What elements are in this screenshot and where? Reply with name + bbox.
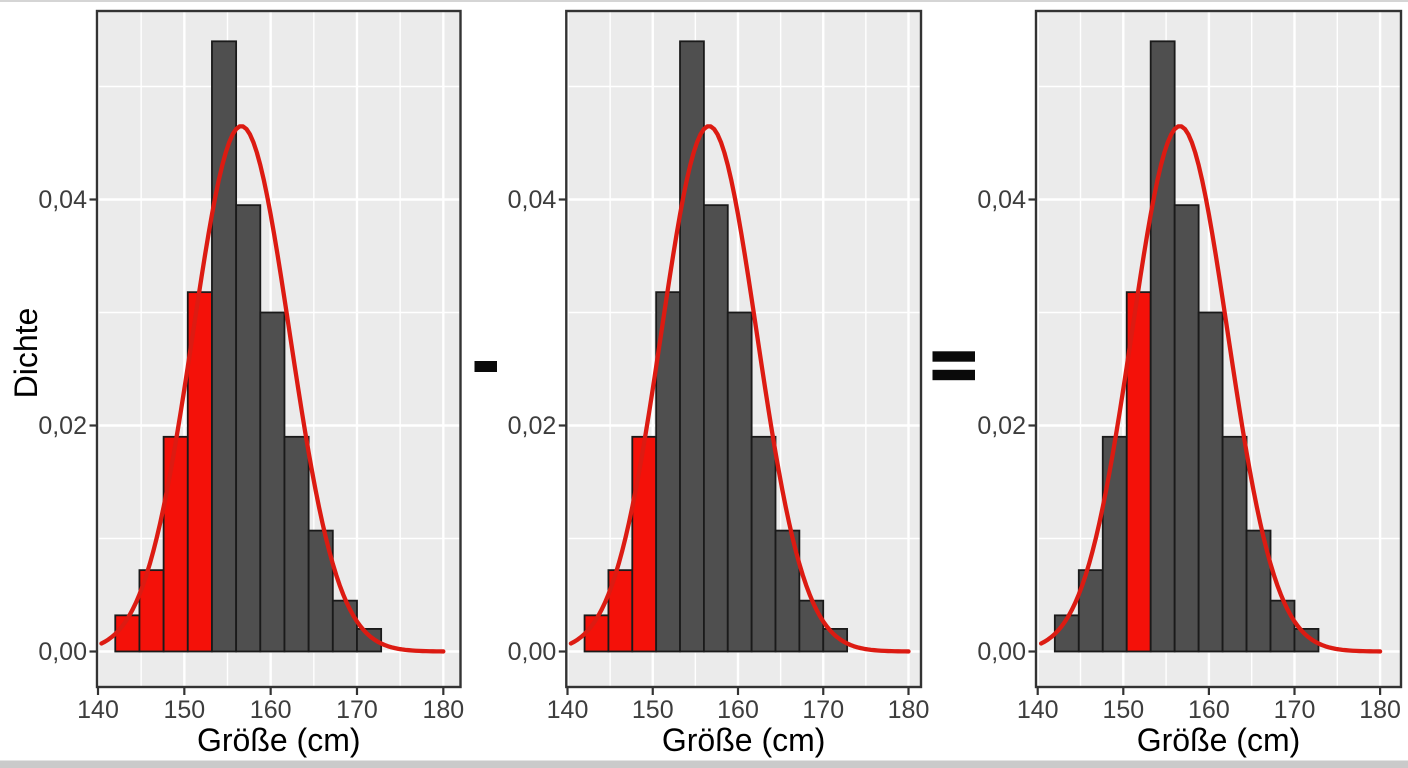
panel-1: 140 150 160 170 180 0,00 0,02 0,04 Größe (cm) Dic… xyxy=(8,9,464,758)
histogram-bar xyxy=(750,435,777,653)
bottom-edge-band xyxy=(0,760,1408,768)
minus-operator xyxy=(474,361,497,372)
histogram-bar xyxy=(726,311,753,653)
histogram-bar-highlighted xyxy=(631,435,658,653)
panel-2: 140 150 160 170 180 0,00 0,02 0,04 Größe (cm) xyxy=(508,9,930,758)
y-tick-label: 0,02 xyxy=(977,412,1026,440)
x-tick-label: 140 xyxy=(547,696,589,724)
density-curve xyxy=(568,124,911,654)
x-tick-label: 180 xyxy=(1359,696,1401,724)
histogram-bar xyxy=(1221,435,1248,653)
y-tick-label: 0,00 xyxy=(508,638,557,666)
x-tick-label: 160 xyxy=(1188,696,1230,724)
y-axis-title: Dichte xyxy=(8,308,44,399)
y-tick-label: 0,00 xyxy=(977,638,1026,666)
x-axis-title: Größe (cm) xyxy=(197,722,361,758)
y-tick-label: 0,04 xyxy=(38,186,87,214)
minus-bar xyxy=(474,361,497,372)
histogram-bar xyxy=(1269,599,1296,653)
x-tick-label: 160 xyxy=(717,696,759,724)
histogram-bar xyxy=(822,628,849,653)
histogram-bar xyxy=(798,599,825,653)
x-tick-label: 170 xyxy=(802,696,844,724)
y-tick-label: 0,04 xyxy=(508,186,557,214)
x-tick-label: 140 xyxy=(1017,696,1059,724)
histogram-bar xyxy=(331,599,358,653)
histogram-bar xyxy=(1197,311,1224,653)
x-tick-label: 140 xyxy=(77,696,119,724)
histogram-bar xyxy=(1173,204,1200,653)
panel-3: 140 150 160 170 180 0,00 0,02 0,04 Größe (cm) xyxy=(977,9,1403,758)
histogram-bar xyxy=(1101,435,1128,653)
x-tick-label: 180 xyxy=(888,696,930,724)
histogram-bar xyxy=(283,435,310,653)
histogram-bar xyxy=(1245,529,1272,653)
panel-border xyxy=(1034,9,1403,689)
x-tick-label: 170 xyxy=(1274,696,1316,724)
equals-operator xyxy=(932,351,975,381)
x-axis-title: Größe (cm) xyxy=(1137,722,1301,758)
x-tick-label: 150 xyxy=(1102,696,1144,724)
y-tick-label: 0,04 xyxy=(977,186,1026,214)
x-tick-label: 160 xyxy=(250,696,292,724)
top-edge-band xyxy=(0,0,1408,2)
histogram-bar xyxy=(703,204,729,653)
density-curve xyxy=(99,124,446,654)
y-tick-label: 0,00 xyxy=(38,638,87,666)
histogram-bar xyxy=(1293,628,1320,653)
equals-bar-bottom xyxy=(932,369,975,381)
y-tick-label: 0,02 xyxy=(508,412,557,440)
equals-bar-top xyxy=(932,351,975,362)
x-axis-title: Größe (cm) xyxy=(662,722,826,758)
x-tick-label: 170 xyxy=(336,696,378,724)
histogram-bar-highlighted xyxy=(138,569,165,653)
histogram-bar xyxy=(235,204,262,653)
x-tick-label: 150 xyxy=(632,696,674,724)
y-tick-label: 0,02 xyxy=(38,412,87,440)
x-tick-label: 180 xyxy=(422,696,464,724)
panel-border xyxy=(95,9,462,689)
histogram-bar-highlighted xyxy=(162,435,189,653)
histogram-bar xyxy=(774,529,801,653)
density-curve xyxy=(1038,124,1383,654)
histogram-bar xyxy=(211,40,238,653)
histogram-bar xyxy=(356,628,383,653)
histogram-bar xyxy=(259,311,286,653)
x-tick-label: 150 xyxy=(163,696,205,724)
panel-border xyxy=(565,9,923,689)
